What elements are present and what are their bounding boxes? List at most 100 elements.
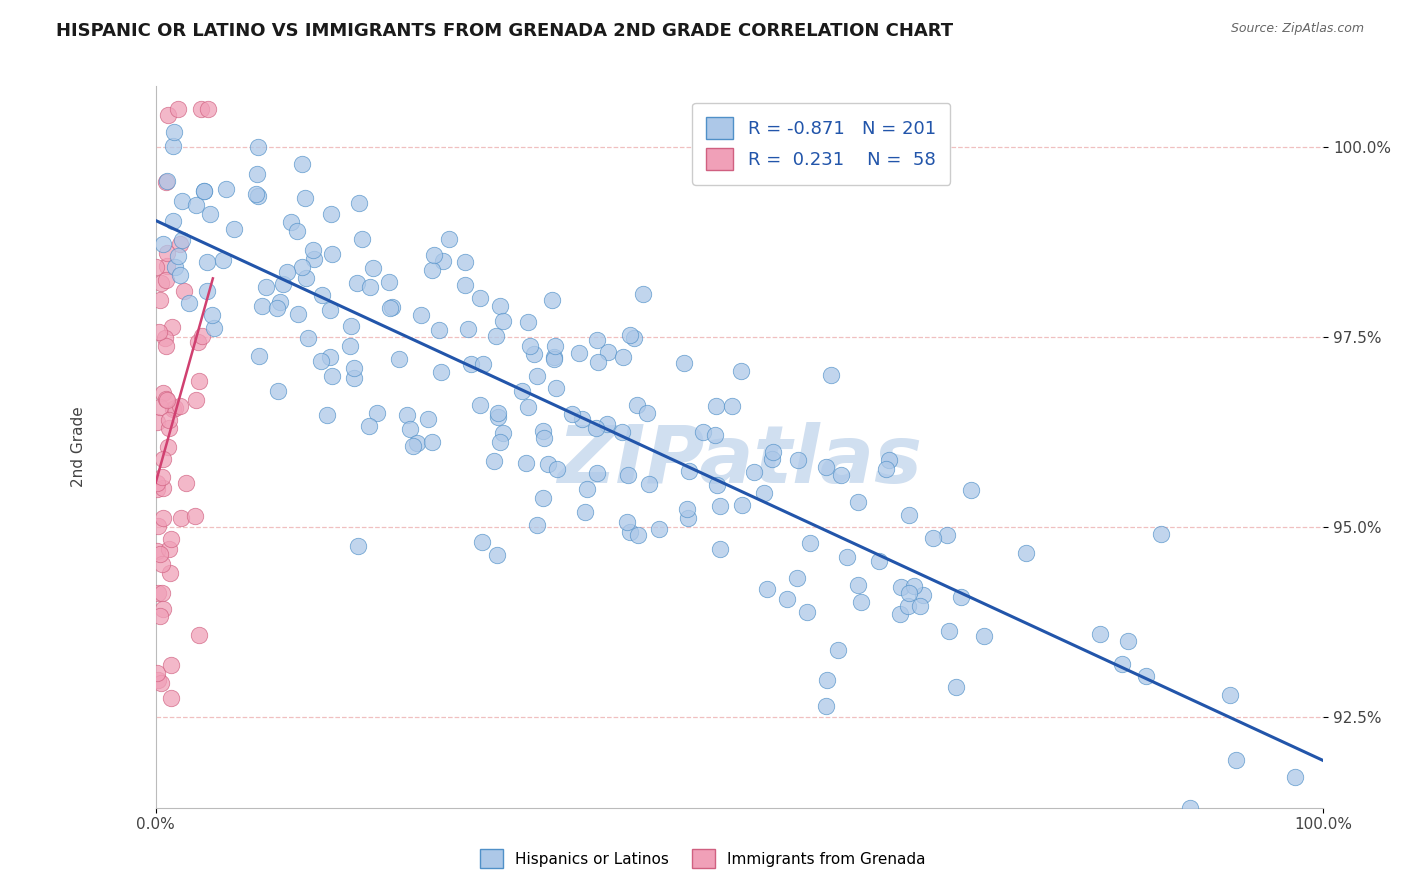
Point xyxy=(510,384,533,398)
Point xyxy=(222,222,245,236)
Point xyxy=(889,580,911,594)
Point xyxy=(489,435,512,450)
Point xyxy=(378,301,401,315)
Point xyxy=(146,544,169,558)
Point xyxy=(167,102,190,116)
Point xyxy=(704,399,727,413)
Point xyxy=(146,476,169,491)
Point xyxy=(762,445,785,459)
Point xyxy=(163,260,186,275)
Point xyxy=(297,331,319,345)
Point xyxy=(427,323,450,337)
Point xyxy=(423,248,446,262)
Point xyxy=(174,476,197,491)
Point xyxy=(586,333,609,347)
Point xyxy=(516,400,538,414)
Point xyxy=(187,334,209,349)
Point xyxy=(309,353,332,368)
Point xyxy=(319,350,342,364)
Point xyxy=(148,326,170,340)
Point xyxy=(267,384,290,398)
Point xyxy=(575,483,598,497)
Point xyxy=(149,401,172,415)
Point xyxy=(973,629,995,643)
Point xyxy=(169,237,191,252)
Point xyxy=(1225,754,1247,768)
Point xyxy=(486,548,509,562)
Point xyxy=(381,300,404,314)
Point xyxy=(149,293,172,308)
Point xyxy=(537,458,560,472)
Point xyxy=(546,381,568,395)
Point xyxy=(150,586,173,600)
Point xyxy=(361,261,384,276)
Point xyxy=(343,371,366,385)
Point xyxy=(540,293,562,307)
Point xyxy=(623,331,645,345)
Point xyxy=(339,339,361,353)
Point xyxy=(586,355,609,369)
Point xyxy=(429,365,451,379)
Point xyxy=(610,425,633,440)
Point xyxy=(163,401,186,415)
Point xyxy=(846,495,869,509)
Point xyxy=(162,213,184,227)
Point xyxy=(561,408,583,422)
Point xyxy=(186,392,208,407)
Point xyxy=(294,190,316,204)
Point xyxy=(295,271,318,285)
Point xyxy=(648,522,671,536)
Point xyxy=(568,345,591,359)
Point xyxy=(730,498,752,512)
Legend: Hispanics or Latinos, Immigrants from Grenada: Hispanics or Latinos, Immigrants from Gr… xyxy=(472,841,934,875)
Point xyxy=(347,196,370,211)
Point xyxy=(420,263,443,277)
Point xyxy=(152,385,174,400)
Point xyxy=(454,255,477,269)
Point xyxy=(319,303,342,318)
Point xyxy=(416,412,439,426)
Point xyxy=(471,534,494,549)
Point xyxy=(188,374,211,388)
Point xyxy=(156,246,179,260)
Point xyxy=(519,339,541,353)
Point xyxy=(1015,546,1038,560)
Point xyxy=(846,578,869,592)
Point xyxy=(742,465,765,479)
Point xyxy=(612,350,634,364)
Point xyxy=(543,351,565,365)
Point xyxy=(619,525,641,540)
Point xyxy=(574,506,596,520)
Point xyxy=(254,279,277,293)
Point xyxy=(173,284,195,298)
Point xyxy=(146,519,169,533)
Point xyxy=(198,207,221,221)
Point xyxy=(409,308,432,322)
Point xyxy=(184,508,207,523)
Point xyxy=(160,691,183,706)
Point xyxy=(172,233,194,247)
Point xyxy=(316,408,339,422)
Point xyxy=(170,510,193,524)
Point xyxy=(146,586,169,600)
Point xyxy=(290,260,312,275)
Point xyxy=(247,140,270,154)
Point xyxy=(269,294,291,309)
Point xyxy=(598,345,620,359)
Point xyxy=(352,232,374,246)
Point xyxy=(420,434,443,449)
Point xyxy=(406,436,429,450)
Point xyxy=(960,483,983,497)
Point xyxy=(157,420,180,434)
Point xyxy=(162,402,184,417)
Point xyxy=(786,571,808,585)
Point xyxy=(190,328,212,343)
Point xyxy=(517,315,540,329)
Point xyxy=(347,539,370,553)
Point xyxy=(359,280,381,294)
Point xyxy=(156,260,179,274)
Point xyxy=(401,439,423,453)
Point xyxy=(346,276,368,290)
Point xyxy=(485,329,508,343)
Point xyxy=(302,252,325,266)
